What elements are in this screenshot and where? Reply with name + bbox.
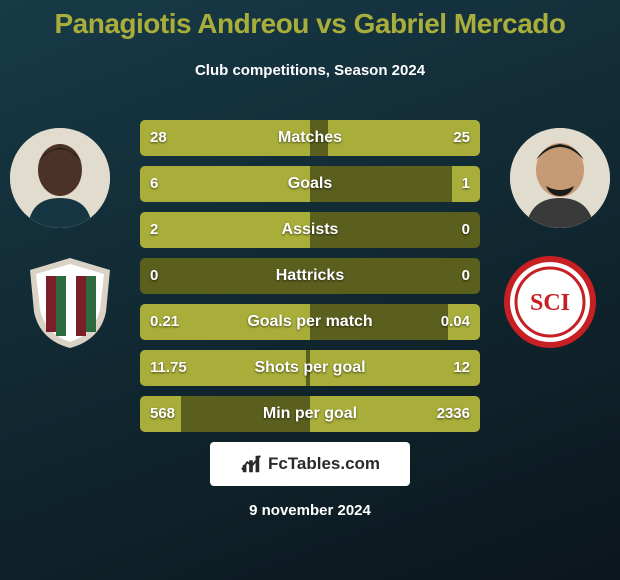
comparison-card: Panagiotis Andreou vs Gabriel Mercado Cl… [0,0,620,580]
club-left-badge-svg [20,252,120,352]
club-right-badge-svg: SCI [500,252,600,352]
stat-bar-track [140,258,480,294]
club-right-badge: SCI [500,252,600,352]
stat-row: Goals61 [140,166,480,202]
player-left-avatar-svg [10,128,110,228]
stat-bar-fill-right [310,350,480,386]
stat-bar-fill-right [448,304,480,340]
player-right-avatar-svg [510,128,610,228]
stat-row: Matches2825 [140,120,480,156]
stat-row: Hattricks00 [140,258,480,294]
stat-bar-track [140,350,480,386]
avatar-face [536,143,584,197]
player-left-avatar [10,128,110,228]
stat-bar-track [140,304,480,340]
badge-monogram: SCI [530,290,570,316]
footer-source-text: FcTables.com [268,454,380,474]
avatar-face [38,144,82,196]
stat-bars: Matches2825 Goals61 Assists20 Hattricks00 Go… [140,120,480,442]
stat-bar-fill-left [140,304,310,340]
stat-bar-fill-right [310,396,480,432]
stat-bar-fill-left [140,120,310,156]
stat-bar-track [140,120,480,156]
stat-bar-track [140,396,480,432]
stat-bar-fill-left [140,396,181,432]
stat-bar-fill-left [140,166,310,202]
stat-bar-fill-right [328,120,480,156]
stat-bar-fill-left [140,212,310,248]
stat-bar-fill-right [452,166,480,202]
footer-source-badge: FcTables.com [210,442,410,486]
club-left-badge [20,252,120,352]
player-right-avatar [510,128,610,228]
stat-bar-fill-left [140,350,306,386]
shield-stripes [46,276,96,338]
stat-bar-track [140,166,480,202]
page-title: Panagiotis Andreou vs Gabriel Mercado [0,8,620,40]
stat-bar-track [140,212,480,248]
stat-row: Goals per match0.210.04 [140,304,480,340]
stat-row: Shots per goal11.7512 [140,350,480,386]
footer-date: 9 november 2024 [0,502,620,519]
stat-row: Min per goal5682336 [140,396,480,432]
page-subtitle: Club competitions, Season 2024 [0,62,620,79]
bar-chart-icon [240,453,262,475]
stat-row: Assists20 [140,212,480,248]
